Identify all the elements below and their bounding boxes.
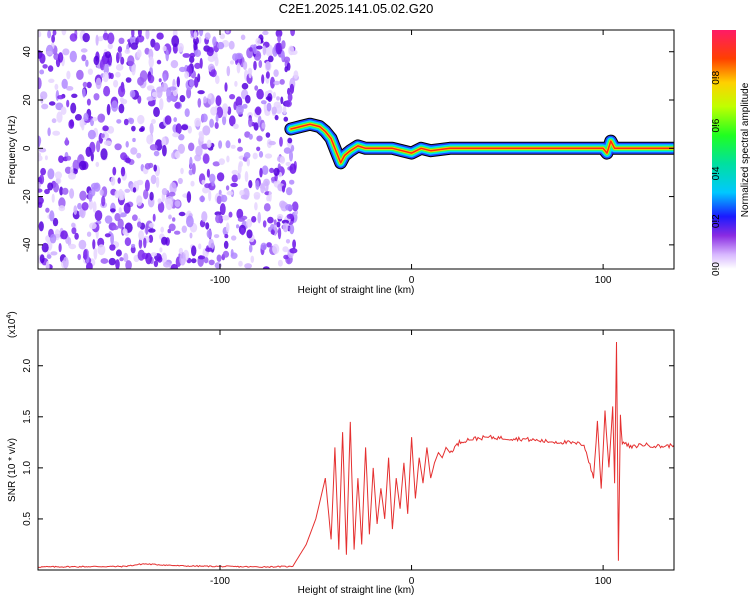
snr-series-line — [38, 341, 674, 569]
colorbar-ticks: 0.0 0.2 0.4 0.6 0.8 — [711, 70, 722, 276]
snr-xlabel: Height of straight line (km) — [298, 585, 415, 596]
frequency-ridge — [284, 117, 674, 170]
ridge-core — [290, 123, 674, 164]
colorbar-tick-label: 0.6 — [711, 118, 722, 132]
snr-frame — [37, 329, 675, 571]
y-tick-label: 1.5 — [22, 409, 33, 423]
x-tick-label: 0 — [409, 576, 415, 587]
snr-axes: -100 0 100 0.5 1.0 1.5 2.0 — [22, 330, 674, 587]
colorbar-tick-label: 0.0 — [711, 262, 722, 276]
snr-ylabel: SNR (10 * v/v) — [7, 438, 18, 502]
x-tick-label: -100 — [210, 275, 230, 286]
colorbar-gradient — [712, 30, 736, 269]
x-tick-label: 0 — [409, 275, 415, 286]
colorbar: 0.0 0.2 0.4 0.6 0.8 Normalized spectral ampl… — [711, 30, 750, 276]
colorbar-tick-label: 0.8 — [711, 70, 722, 84]
y-tick-label: 1.0 — [22, 461, 33, 475]
y-tick-label: 20 — [22, 94, 33, 106]
noise-region — [38, 30, 300, 269]
snr-multiplier: (x104) — [6, 311, 18, 338]
spectrogram-ylabel: Frequency (Hz) — [7, 116, 18, 185]
x-tick-label: -100 — [210, 576, 230, 587]
spectrogram-xlabel: Height of straight line (km) — [298, 285, 415, 296]
chart-title: C2E1.2025.141.05.02.G20 — [278, 1, 434, 16]
spectrogram-panel: -100 0 100 -40 -20 0 20 40 Height of straight l… — [7, 29, 675, 296]
colorbar-tick-label: 0.2 — [711, 214, 722, 228]
x-tick-label: 100 — [595, 576, 612, 587]
spectrogram-frame — [37, 29, 675, 270]
snr-panel: -100 0 100 0.5 1.0 1.5 2.0 Height of straight … — [6, 311, 675, 596]
y-tick-label: 0.5 — [22, 512, 33, 526]
spectrogram-axes: -100 0 100 -40 -20 0 20 40 — [22, 30, 674, 286]
colorbar-label: Normalized spectral amplitude — [740, 82, 750, 217]
y-tick-label: 2.0 — [22, 358, 33, 372]
y-tick-label: -40 — [22, 237, 33, 252]
colorbar-tick-label: 0.4 — [711, 166, 722, 180]
x-tick-label: 100 — [595, 275, 612, 286]
y-tick-label: 0 — [22, 145, 33, 151]
y-tick-label: -20 — [22, 189, 33, 204]
y-tick-label: 40 — [22, 46, 33, 58]
